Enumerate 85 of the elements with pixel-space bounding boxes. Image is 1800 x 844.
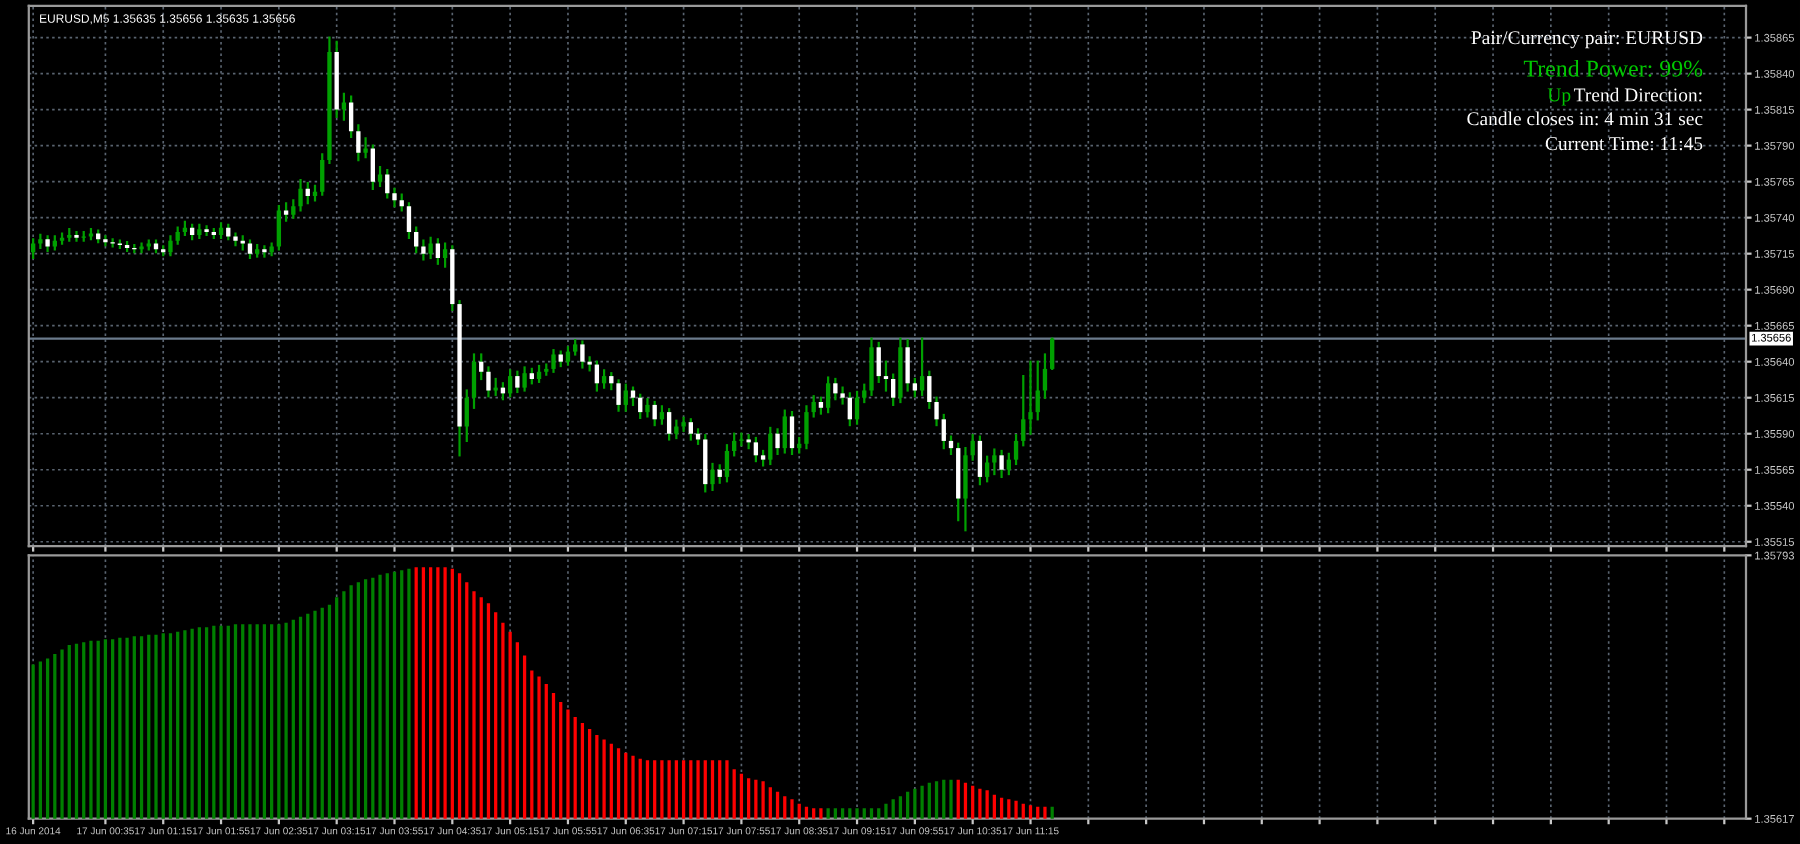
candlestick xyxy=(464,389,469,443)
candlestick xyxy=(406,202,412,239)
candlestick xyxy=(984,455,990,483)
annotation: Trend Direction: xyxy=(1573,87,1702,102)
candlestick xyxy=(486,366,491,398)
candlestick xyxy=(59,232,65,245)
candlestick xyxy=(739,432,744,447)
candlestick xyxy=(363,137,368,159)
annotation: Pair/Currency pair: EURUSD xyxy=(1471,31,1703,49)
candlestick xyxy=(392,187,397,208)
candlestick xyxy=(703,434,708,493)
candlestick xyxy=(876,341,881,383)
candlestick xyxy=(580,340,585,369)
candlestick xyxy=(1028,360,1033,435)
candlestick xyxy=(934,396,939,427)
candlestick xyxy=(1013,434,1019,466)
candlestick xyxy=(992,448,997,476)
candlestick xyxy=(414,226,419,254)
candlestick xyxy=(435,238,441,265)
candlestick xyxy=(840,386,845,405)
candlestick xyxy=(811,395,816,418)
candlestick xyxy=(941,413,946,450)
candlestick xyxy=(732,432,737,457)
candlestick xyxy=(963,447,968,532)
candlestick xyxy=(81,230,86,242)
candlestick xyxy=(1006,452,1011,476)
candlestick xyxy=(999,449,1004,479)
candlestick xyxy=(377,166,383,188)
candlestick xyxy=(370,144,375,190)
candlestick xyxy=(168,235,173,257)
candlestick xyxy=(421,239,426,261)
candlestick xyxy=(1021,374,1026,447)
candlestick xyxy=(869,337,874,396)
candlestick xyxy=(768,426,773,466)
candlestick xyxy=(688,418,693,441)
candlestick xyxy=(883,360,889,392)
candlestick xyxy=(45,235,50,252)
candlestick xyxy=(616,379,621,412)
annotation: Candle closes in: 4 min 31 sec xyxy=(1467,111,1703,126)
candlestick xyxy=(825,376,831,414)
candlestick xyxy=(927,370,932,409)
candlestick xyxy=(428,236,433,260)
candlestick xyxy=(522,366,527,392)
candlestick xyxy=(385,169,390,199)
candlestick xyxy=(341,92,347,121)
candlestick xyxy=(753,436,759,463)
candlestick xyxy=(507,369,513,398)
candlestick xyxy=(442,242,448,268)
candlestick xyxy=(544,363,549,376)
candlestick xyxy=(1042,353,1048,399)
candlestick xyxy=(348,95,354,139)
candlestick xyxy=(233,232,238,247)
candlestick xyxy=(905,338,910,392)
candlestick xyxy=(833,377,838,401)
candlestick xyxy=(204,225,209,237)
candlestick xyxy=(320,153,325,196)
candlestick xyxy=(977,435,983,486)
candlestick xyxy=(919,337,925,396)
candlestick xyxy=(1050,337,1055,371)
candlestick xyxy=(298,179,303,212)
candlestick xyxy=(681,416,686,432)
candlestick xyxy=(645,398,650,418)
candlestick xyxy=(356,124,361,162)
candlestick xyxy=(471,353,477,409)
annotation: Trend Power: 99% xyxy=(1523,59,1703,77)
candlestick xyxy=(139,242,144,254)
annotation: Current Time: 11:45 xyxy=(1545,137,1703,151)
candlestick xyxy=(623,383,628,412)
candlestick xyxy=(652,400,657,427)
candlestick xyxy=(305,181,310,205)
candlestick xyxy=(551,349,556,373)
candlestick xyxy=(262,245,267,258)
candlestick xyxy=(103,235,108,247)
candlestick xyxy=(515,370,520,394)
annotation: Up xyxy=(1547,88,1571,106)
candlestick xyxy=(804,405,809,450)
candlestick xyxy=(970,434,975,461)
candlestick xyxy=(724,444,730,483)
candlestick xyxy=(782,409,787,454)
candlestick xyxy=(638,393,643,419)
candlestick xyxy=(789,411,795,455)
candlestick xyxy=(666,408,672,441)
candlestick xyxy=(276,205,282,251)
candlestick xyxy=(710,462,715,491)
candlestick xyxy=(74,230,79,242)
